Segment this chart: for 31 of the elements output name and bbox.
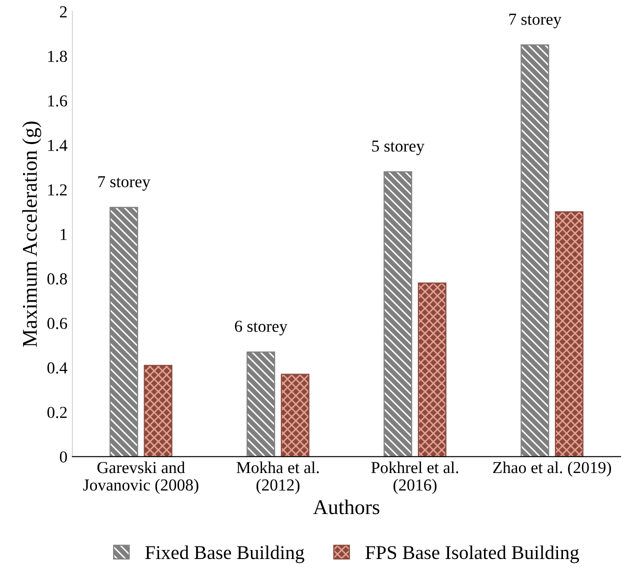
legend-label: Fixed Base Building	[145, 545, 304, 564]
bar	[554, 211, 584, 457]
y-axis-title: Maximum Acceleration (g)	[22, 122, 42, 347]
y-tick-label: 1	[60, 228, 67, 240]
bar	[246, 351, 276, 457]
y-tick-label: 0.6	[47, 318, 68, 330]
annotation: 7 storey	[509, 14, 562, 28]
legend-label: FPS Base Isolated Building	[365, 545, 579, 564]
annotation: 6 storey	[234, 320, 288, 336]
x-tick-label: Zhao et al. (2019)	[493, 461, 612, 477]
bar	[144, 364, 172, 457]
y-tick-label: 0.4	[47, 362, 68, 374]
y-tick-label: 1.6	[48, 95, 68, 107]
annotation: 5 storey	[372, 140, 424, 156]
y-tick-label: 0.2	[47, 406, 67, 418]
y-tick-label: 0	[60, 451, 67, 463]
x-tick-label: Garevski and Jovanovic (2008)	[83, 461, 198, 494]
x-tick-label: Pokhrel et al. (2016)	[371, 461, 458, 494]
bar	[110, 206, 138, 457]
x-axis-title: Authors	[313, 500, 380, 514]
y-tick-label: 0.8	[47, 273, 67, 285]
annotation: 7 storey	[98, 176, 150, 191]
y-tick-label: 1.8	[48, 50, 67, 62]
x-tick-label: Mokha et al. (2012)	[236, 461, 319, 494]
bar	[418, 282, 446, 457]
bar	[280, 374, 310, 457]
bar	[384, 171, 412, 457]
y-tick-label: 2	[60, 6, 67, 18]
y-tick-label: 1.4	[48, 140, 68, 152]
bar	[520, 44, 550, 457]
y-tick-label: 1.2	[48, 184, 67, 196]
